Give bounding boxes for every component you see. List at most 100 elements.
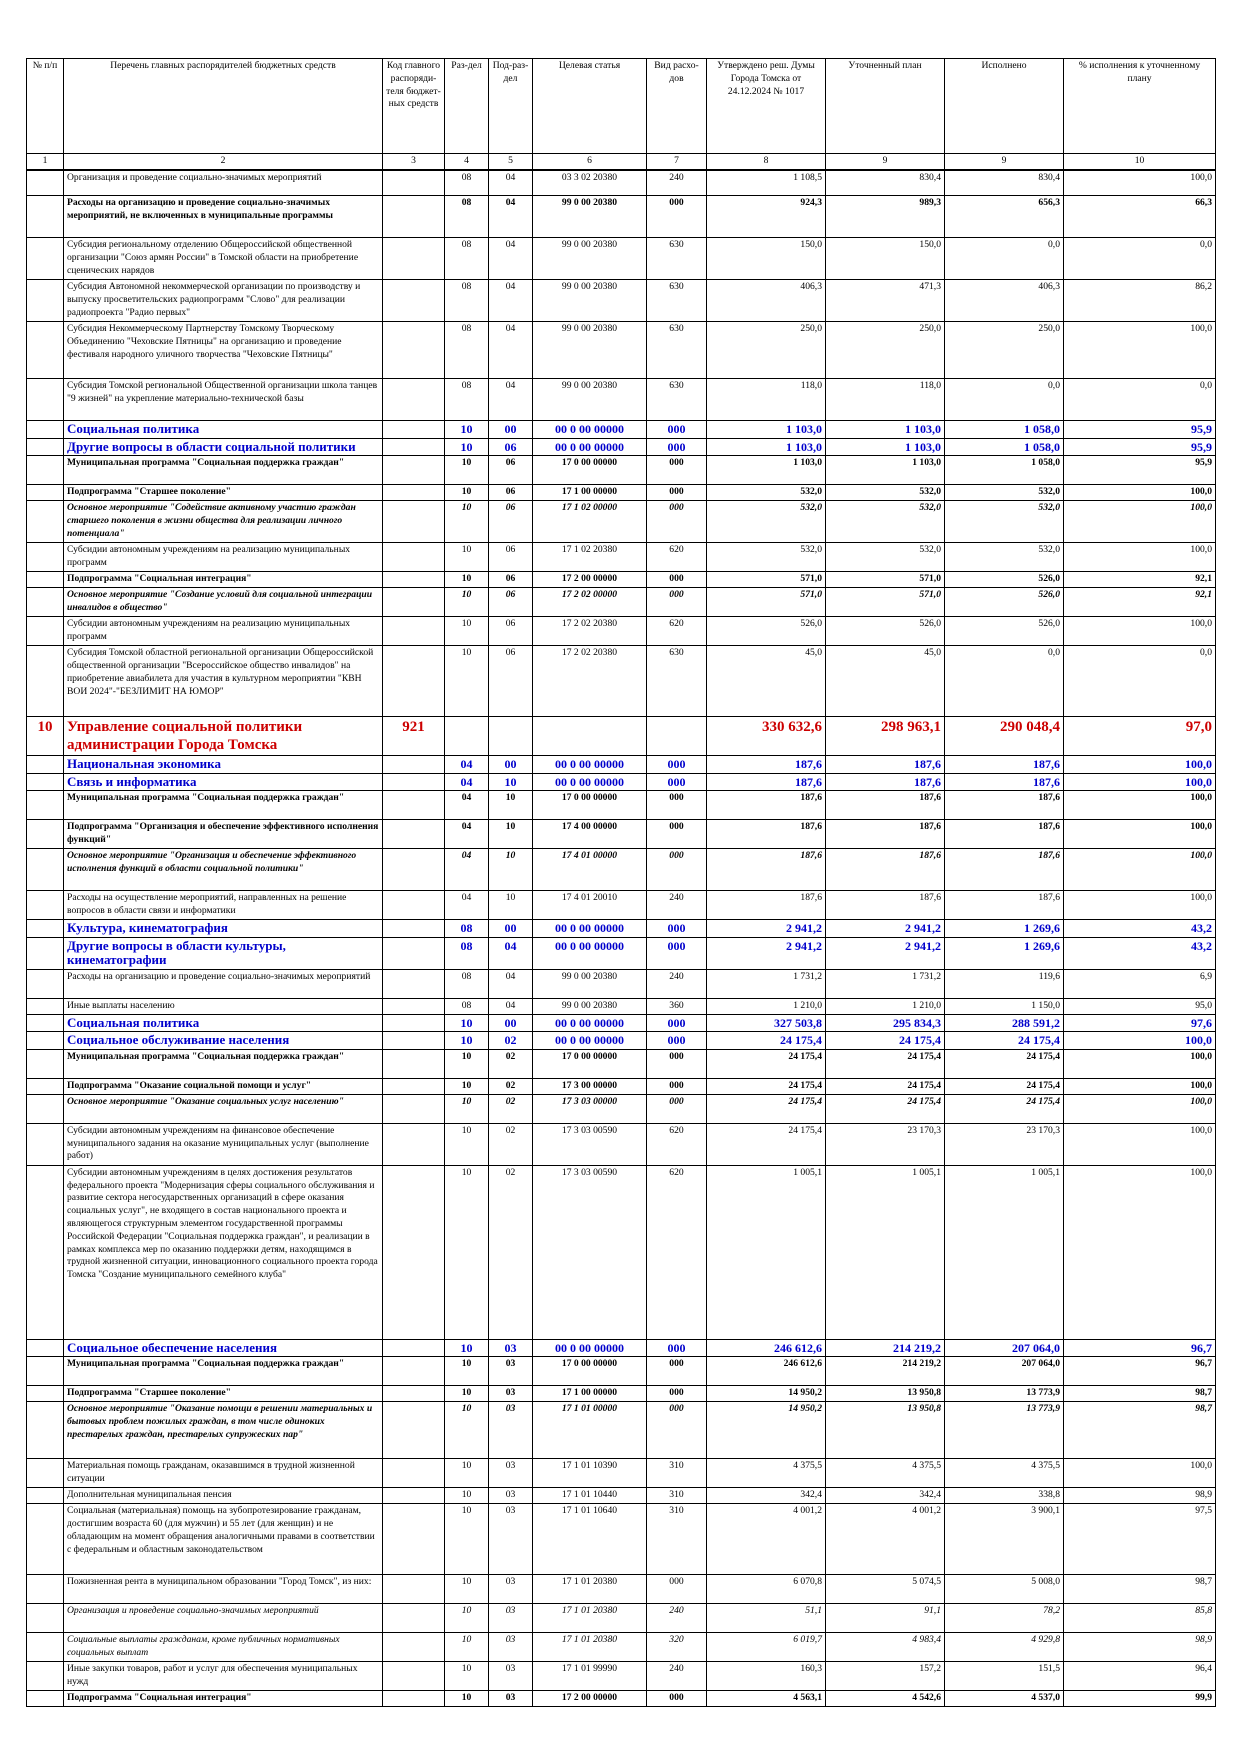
row-code <box>382 279 445 323</box>
row-expense-type: 360 <box>646 997 707 1015</box>
row-number <box>26 755 64 774</box>
row-expense-type: 240 <box>646 169 707 197</box>
row-approved: 1 103,0 <box>706 437 826 457</box>
row-done: 0,0 <box>944 237 1064 281</box>
row-code <box>382 848 445 892</box>
col-header-done: Исполнено <box>944 58 1064 154</box>
table-row: Подпрограмма "Социальная интеграция" 10 06… <box>26 571 1216 589</box>
row-target-article: 17 2 00 00000 <box>532 571 647 589</box>
row-percent: 97,6 <box>1063 1013 1216 1033</box>
row-expense-type: 000 <box>646 772 707 792</box>
row-razdel: 08 <box>444 997 489 1015</box>
row-name: Подпрограмма "Старшее поколение" <box>63 1385 383 1403</box>
row-razdel: 04 <box>444 848 489 892</box>
row-expense-type: 000 <box>646 587 707 618</box>
row-approved: 4 563,1 <box>706 1690 826 1708</box>
row-percent: 85,8 <box>1063 1603 1216 1634</box>
row-plan: 24 175,4 <box>825 1031 945 1050</box>
row-target-article: 00 0 00 00000 <box>532 936 647 970</box>
row-name: Организация и проведение социально-значи… <box>63 1603 383 1634</box>
row-approved: 532,0 <box>706 542 826 573</box>
row-name: Муниципальная программа "Социальная подд… <box>63 1048 383 1079</box>
row-percent: 96,7 <box>1063 1338 1216 1358</box>
row-plan: 24 175,4 <box>825 1077 945 1095</box>
row-done: 119,6 <box>944 968 1064 999</box>
row-done: 1 058,0 <box>944 455 1064 486</box>
row-expense-type: 620 <box>646 1164 707 1340</box>
row-percent: 0,0 <box>1063 378 1216 422</box>
row-code <box>382 1093 445 1124</box>
row-number <box>26 819 64 850</box>
row-expense-type: 000 <box>646 1093 707 1124</box>
row-number <box>26 1401 64 1460</box>
row-percent: 100,0 <box>1063 1458 1216 1489</box>
row-percent: 100,0 <box>1063 1164 1216 1340</box>
row-razdel: 10 <box>444 1401 489 1460</box>
row-razdel: 08 <box>444 936 489 970</box>
row-done: 288 591,2 <box>944 1013 1064 1033</box>
col-number: 9 <box>825 152 945 171</box>
row-number <box>26 1603 64 1634</box>
row-expense-type: 000 <box>646 1077 707 1095</box>
row-approved: 24 175,4 <box>706 1122 826 1166</box>
row-done: 5 008,0 <box>944 1574 1064 1605</box>
table-row: Муниципальная программа "Социальная подд… <box>26 455 1216 486</box>
row-done: 1 005,1 <box>944 1164 1064 1340</box>
row-code <box>382 772 445 792</box>
row-approved: 250,0 <box>706 321 826 380</box>
row-plan: 5 074,5 <box>825 1574 945 1605</box>
row-expense-type: 310 <box>646 1503 707 1576</box>
row-plan: 4 983,4 <box>825 1632 945 1663</box>
row-percent: 100,0 <box>1063 1122 1216 1166</box>
row-podrazdel: 02 <box>488 1048 533 1079</box>
row-target-article: 99 0 00 20380 <box>532 237 647 281</box>
row-code <box>382 1013 445 1033</box>
row-approved: 246 612,6 <box>706 1356 826 1387</box>
row-expense-type: 000 <box>646 848 707 892</box>
row-razdel: 10 <box>444 500 489 544</box>
col-header-name: Перечень главных распорядителей бюджетны… <box>63 58 383 154</box>
row-number <box>26 890 64 921</box>
row-number <box>26 484 64 502</box>
row-target-article: 00 0 00 00000 <box>532 755 647 774</box>
row-number <box>26 848 64 892</box>
row-plan: 187,6 <box>825 890 945 921</box>
row-podrazdel: 03 <box>488 1356 533 1387</box>
row-razdel: 10 <box>444 1338 489 1358</box>
row-plan: 1 103,0 <box>825 420 945 439</box>
row-plan: 298 963,1 <box>825 716 945 757</box>
table-row: Материальная помощь гражданам, оказавшим… <box>26 1458 1216 1489</box>
row-approved: 1 103,0 <box>706 455 826 486</box>
row-code <box>382 616 445 647</box>
row-target-article: 99 0 00 20380 <box>532 195 647 239</box>
table-row: Социальная политика 10 00 00 0 00 00000 000 3… <box>26 1013 1216 1033</box>
row-target-article: 17 2 00 00000 <box>532 1690 647 1708</box>
row-code <box>382 500 445 544</box>
row-code <box>382 1356 445 1387</box>
table-row: Подпрограмма "Старшее поколение" 10 06 17 1… <box>26 484 1216 502</box>
row-done: 1 269,6 <box>944 919 1064 938</box>
row-number <box>26 1574 64 1605</box>
row-number <box>26 968 64 999</box>
row-razdel: 10 <box>444 1603 489 1634</box>
table-row: Подпрограмма "Старшее поколение" 10 03 17 1… <box>26 1385 1216 1403</box>
row-podrazdel <box>488 716 533 757</box>
row-percent: 100,0 <box>1063 500 1216 544</box>
row-name: Субсидия Томской областной региональной … <box>63 645 383 718</box>
row-plan: 4 001,2 <box>825 1503 945 1576</box>
table-row: Организация и проведение социально-значи… <box>26 1603 1216 1634</box>
row-approved: 14 950,2 <box>706 1385 826 1403</box>
row-podrazdel: 06 <box>488 455 533 486</box>
col-number: 1 <box>26 152 64 171</box>
row-podrazdel: 06 <box>488 616 533 647</box>
row-plan: 1 210,0 <box>825 997 945 1015</box>
table-row: Субсидия Томской региональной Общественн… <box>26 378 1216 422</box>
row-razdel: 04 <box>444 772 489 792</box>
table-row: Субсидии автономным учреждениям на реали… <box>26 616 1216 647</box>
row-number <box>26 500 64 544</box>
row-expense-type: 000 <box>646 1401 707 1460</box>
row-code <box>382 755 445 774</box>
row-target-article: 99 0 00 20380 <box>532 997 647 1015</box>
row-razdel: 08 <box>444 169 489 197</box>
row-name: Социальные выплаты гражданам, кроме публ… <box>63 1632 383 1663</box>
